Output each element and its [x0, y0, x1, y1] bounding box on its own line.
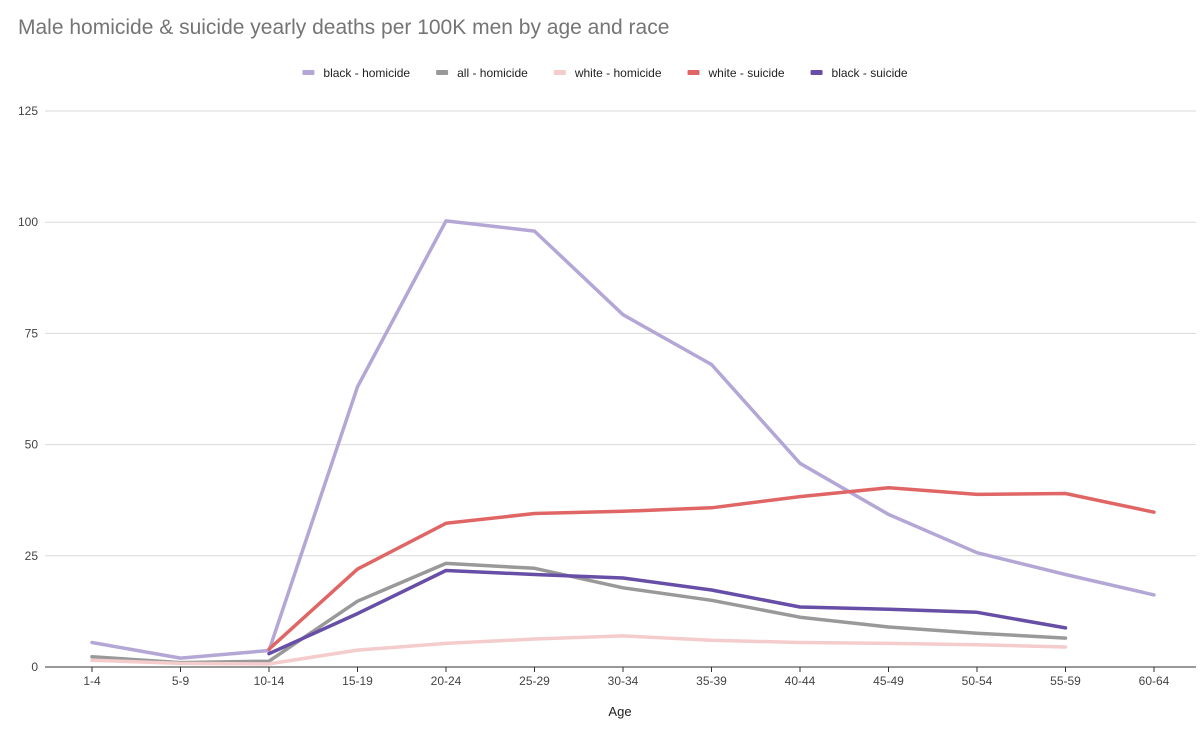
- legend-label: white - homicide: [574, 66, 662, 80]
- x-tick-label: 60-64: [1139, 674, 1170, 688]
- series-line-black-suicide[interactable]: [267, 568, 1068, 656]
- legend-label: black - homicide: [323, 66, 410, 80]
- chart-title: Male homicide & suicide yearly deaths pe…: [18, 16, 670, 39]
- y-tick-label: 125: [18, 104, 38, 118]
- legend-item[interactable]: all - homicide: [436, 66, 528, 80]
- y-tick-label: 50: [25, 438, 39, 452]
- legend-swatch: [553, 70, 566, 75]
- x-tick-label: 30-34: [608, 674, 639, 688]
- x-tick-label: 10-14: [254, 674, 285, 688]
- x-tick-label: 25-29: [519, 674, 550, 688]
- x-tick-label: 15-19: [342, 674, 373, 688]
- legend-swatch: [810, 70, 823, 75]
- series-lines: [90, 219, 1156, 666]
- x-tick-label: 35-39: [696, 674, 727, 688]
- x-tick-label: 45-49: [873, 674, 904, 688]
- legend-item[interactable]: white - homicide: [553, 66, 662, 80]
- legend[interactable]: black - homicide all - homicide white - ho…: [302, 66, 908, 80]
- legend-item[interactable]: black - suicide: [810, 66, 908, 80]
- legend-item[interactable]: white - suicide: [687, 66, 785, 80]
- x-tick-label: 1-4: [83, 674, 101, 688]
- series-line-white-homicide[interactable]: [90, 634, 1068, 666]
- x-tick-label: 55-59: [1050, 674, 1081, 688]
- y-tick-label: 100: [18, 215, 38, 229]
- legend-label: black - suicide: [832, 66, 908, 80]
- x-axis-title: Age: [608, 704, 631, 719]
- x-tick-label: 40-44: [785, 674, 816, 688]
- y-tick-label: 25: [25, 549, 39, 563]
- series-line-black-homicide[interactable]: [90, 219, 1156, 660]
- legend-label: white - suicide: [708, 66, 785, 80]
- legend-swatch: [302, 70, 315, 75]
- legend-swatch: [687, 70, 700, 75]
- y-tick-label: 0: [31, 660, 38, 674]
- y-tick-label: 75: [25, 326, 39, 340]
- legend-swatch: [436, 70, 449, 75]
- x-tick-label: 20-24: [431, 674, 462, 688]
- legend-item[interactable]: black - homicide: [302, 66, 410, 80]
- series-line-white-suicide[interactable]: [267, 485, 1156, 651]
- x-tick-label: 5-9: [172, 674, 190, 688]
- x-tick-label: 50-54: [962, 674, 993, 688]
- legend-label: all - homicide: [457, 66, 528, 80]
- axes: 0 25 50 75 100 125 1-4 5-9 10-14 15-19 20-24 25-29 3…: [18, 104, 1196, 688]
- gridlines: [45, 110, 1196, 557]
- series-line-all-homicide[interactable]: [90, 561, 1068, 665]
